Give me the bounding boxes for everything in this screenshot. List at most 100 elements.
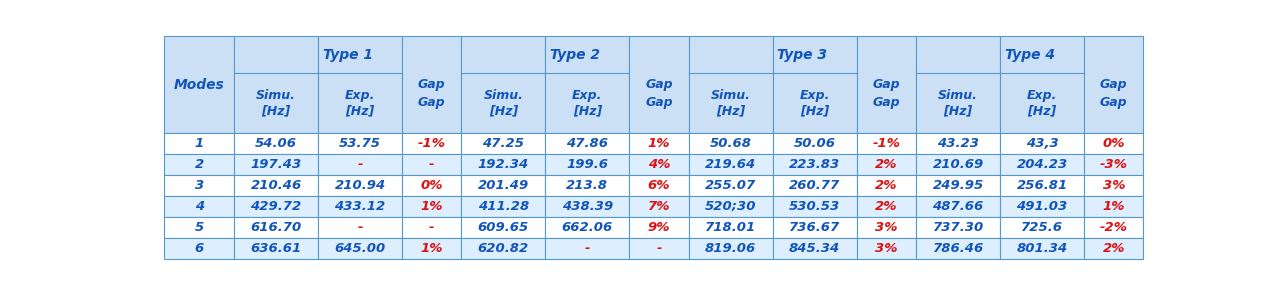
Bar [545, 36, 629, 133]
Bar [234, 36, 318, 133]
Text: 204.23: 204.23 [1017, 158, 1068, 171]
Text: 43.23: 43.23 [937, 137, 979, 150]
Text: 520;30: 520;30 [706, 200, 757, 213]
Text: 5: 5 [195, 221, 204, 234]
Text: 9%: 9% [648, 221, 670, 234]
Text: 801.34: 801.34 [1017, 242, 1068, 255]
Text: 2%: 2% [875, 179, 897, 192]
Text: 47.86: 47.86 [567, 137, 609, 150]
Text: 50.68: 50.68 [709, 137, 752, 150]
Bar [234, 196, 318, 217]
Text: 845.34: 845.34 [789, 242, 841, 255]
Text: Exp.
[Hz]: Exp. [Hz] [345, 89, 375, 117]
Text: 50.06: 50.06 [794, 137, 836, 150]
Bar [773, 175, 856, 196]
Bar [545, 217, 629, 238]
Bar [318, 238, 402, 259]
Bar [165, 217, 234, 238]
Text: Exp.
[Hz]: Exp. [Hz] [1027, 89, 1058, 117]
Bar [1000, 175, 1085, 196]
Text: Gap: Gap [419, 96, 445, 110]
Text: 43,3: 43,3 [1026, 137, 1059, 150]
Text: Simu.
[Hz]: Simu. [Hz] [484, 89, 523, 117]
Text: 4%: 4% [648, 158, 670, 171]
Bar [402, 217, 462, 238]
Bar [462, 217, 545, 238]
Bar [629, 217, 689, 238]
Text: Type 4: Type 4 [1004, 48, 1055, 62]
Text: 662.06: 662.06 [561, 221, 612, 234]
Bar [773, 238, 856, 259]
Text: 219.64: 219.64 [706, 158, 757, 171]
Bar [1000, 196, 1085, 217]
Bar [545, 196, 629, 217]
Bar [165, 36, 234, 133]
Bar [462, 175, 545, 196]
Bar [402, 238, 462, 259]
Bar [1085, 133, 1143, 154]
Bar [629, 133, 689, 154]
Bar [916, 196, 1000, 217]
Bar [856, 196, 916, 217]
Bar [165, 154, 234, 175]
Bar [462, 36, 545, 133]
Bar [773, 196, 856, 217]
Text: -1%: -1% [873, 137, 901, 150]
Bar [318, 175, 402, 196]
Text: 433.12: 433.12 [334, 200, 385, 213]
Text: -1%: -1% [417, 137, 445, 150]
Bar [318, 154, 402, 175]
Text: -: - [357, 158, 362, 171]
Text: 54.06: 54.06 [255, 137, 297, 150]
Bar [916, 175, 1000, 196]
Text: 0%: 0% [1102, 137, 1125, 150]
Bar [629, 196, 689, 217]
Bar [916, 133, 1000, 154]
Text: 786.46: 786.46 [933, 242, 984, 255]
Text: Gap: Gap [646, 96, 672, 110]
Bar [462, 154, 545, 175]
Bar [773, 133, 856, 154]
Text: 411.28: 411.28 [477, 200, 530, 213]
Bar [234, 175, 318, 196]
Text: 736.67: 736.67 [789, 221, 841, 234]
Text: 645.00: 645.00 [334, 242, 385, 255]
Bar [318, 196, 402, 217]
Bar [1000, 154, 1085, 175]
Bar [916, 36, 1000, 133]
Text: 737.30: 737.30 [933, 221, 984, 234]
Bar [234, 238, 318, 259]
Bar [629, 154, 689, 175]
Bar [402, 36, 462, 133]
Text: Gap: Gap [1100, 78, 1128, 91]
Bar [165, 196, 234, 217]
Bar [1000, 133, 1085, 154]
Bar [689, 196, 773, 217]
Text: 6%: 6% [648, 179, 670, 192]
Bar [689, 154, 773, 175]
Text: 1%: 1% [648, 137, 670, 150]
Bar [234, 133, 318, 154]
Bar [1085, 175, 1143, 196]
Text: Type 2: Type 2 [550, 48, 600, 62]
Bar [462, 196, 545, 217]
Text: 636.61: 636.61 [250, 242, 301, 255]
Bar [1085, 196, 1143, 217]
Text: 2%: 2% [875, 158, 897, 171]
Bar [689, 36, 773, 133]
Text: 249.95: 249.95 [933, 179, 984, 192]
Bar [318, 133, 402, 154]
Text: -: - [584, 242, 590, 255]
Text: 1%: 1% [421, 200, 443, 213]
Text: 210.94: 210.94 [334, 179, 385, 192]
Text: Exp.
[Hz]: Exp. [Hz] [800, 89, 829, 117]
Bar [462, 238, 545, 259]
Text: Exp.
[Hz]: Exp. [Hz] [572, 89, 602, 117]
Text: 7%: 7% [648, 200, 670, 213]
Text: 609.65: 609.65 [477, 221, 530, 234]
Text: 3%: 3% [1102, 179, 1125, 192]
Bar [545, 175, 629, 196]
Text: Simu.
[Hz]: Simu. [Hz] [711, 89, 750, 117]
Bar [773, 154, 856, 175]
Text: 487.66: 487.66 [933, 200, 984, 213]
